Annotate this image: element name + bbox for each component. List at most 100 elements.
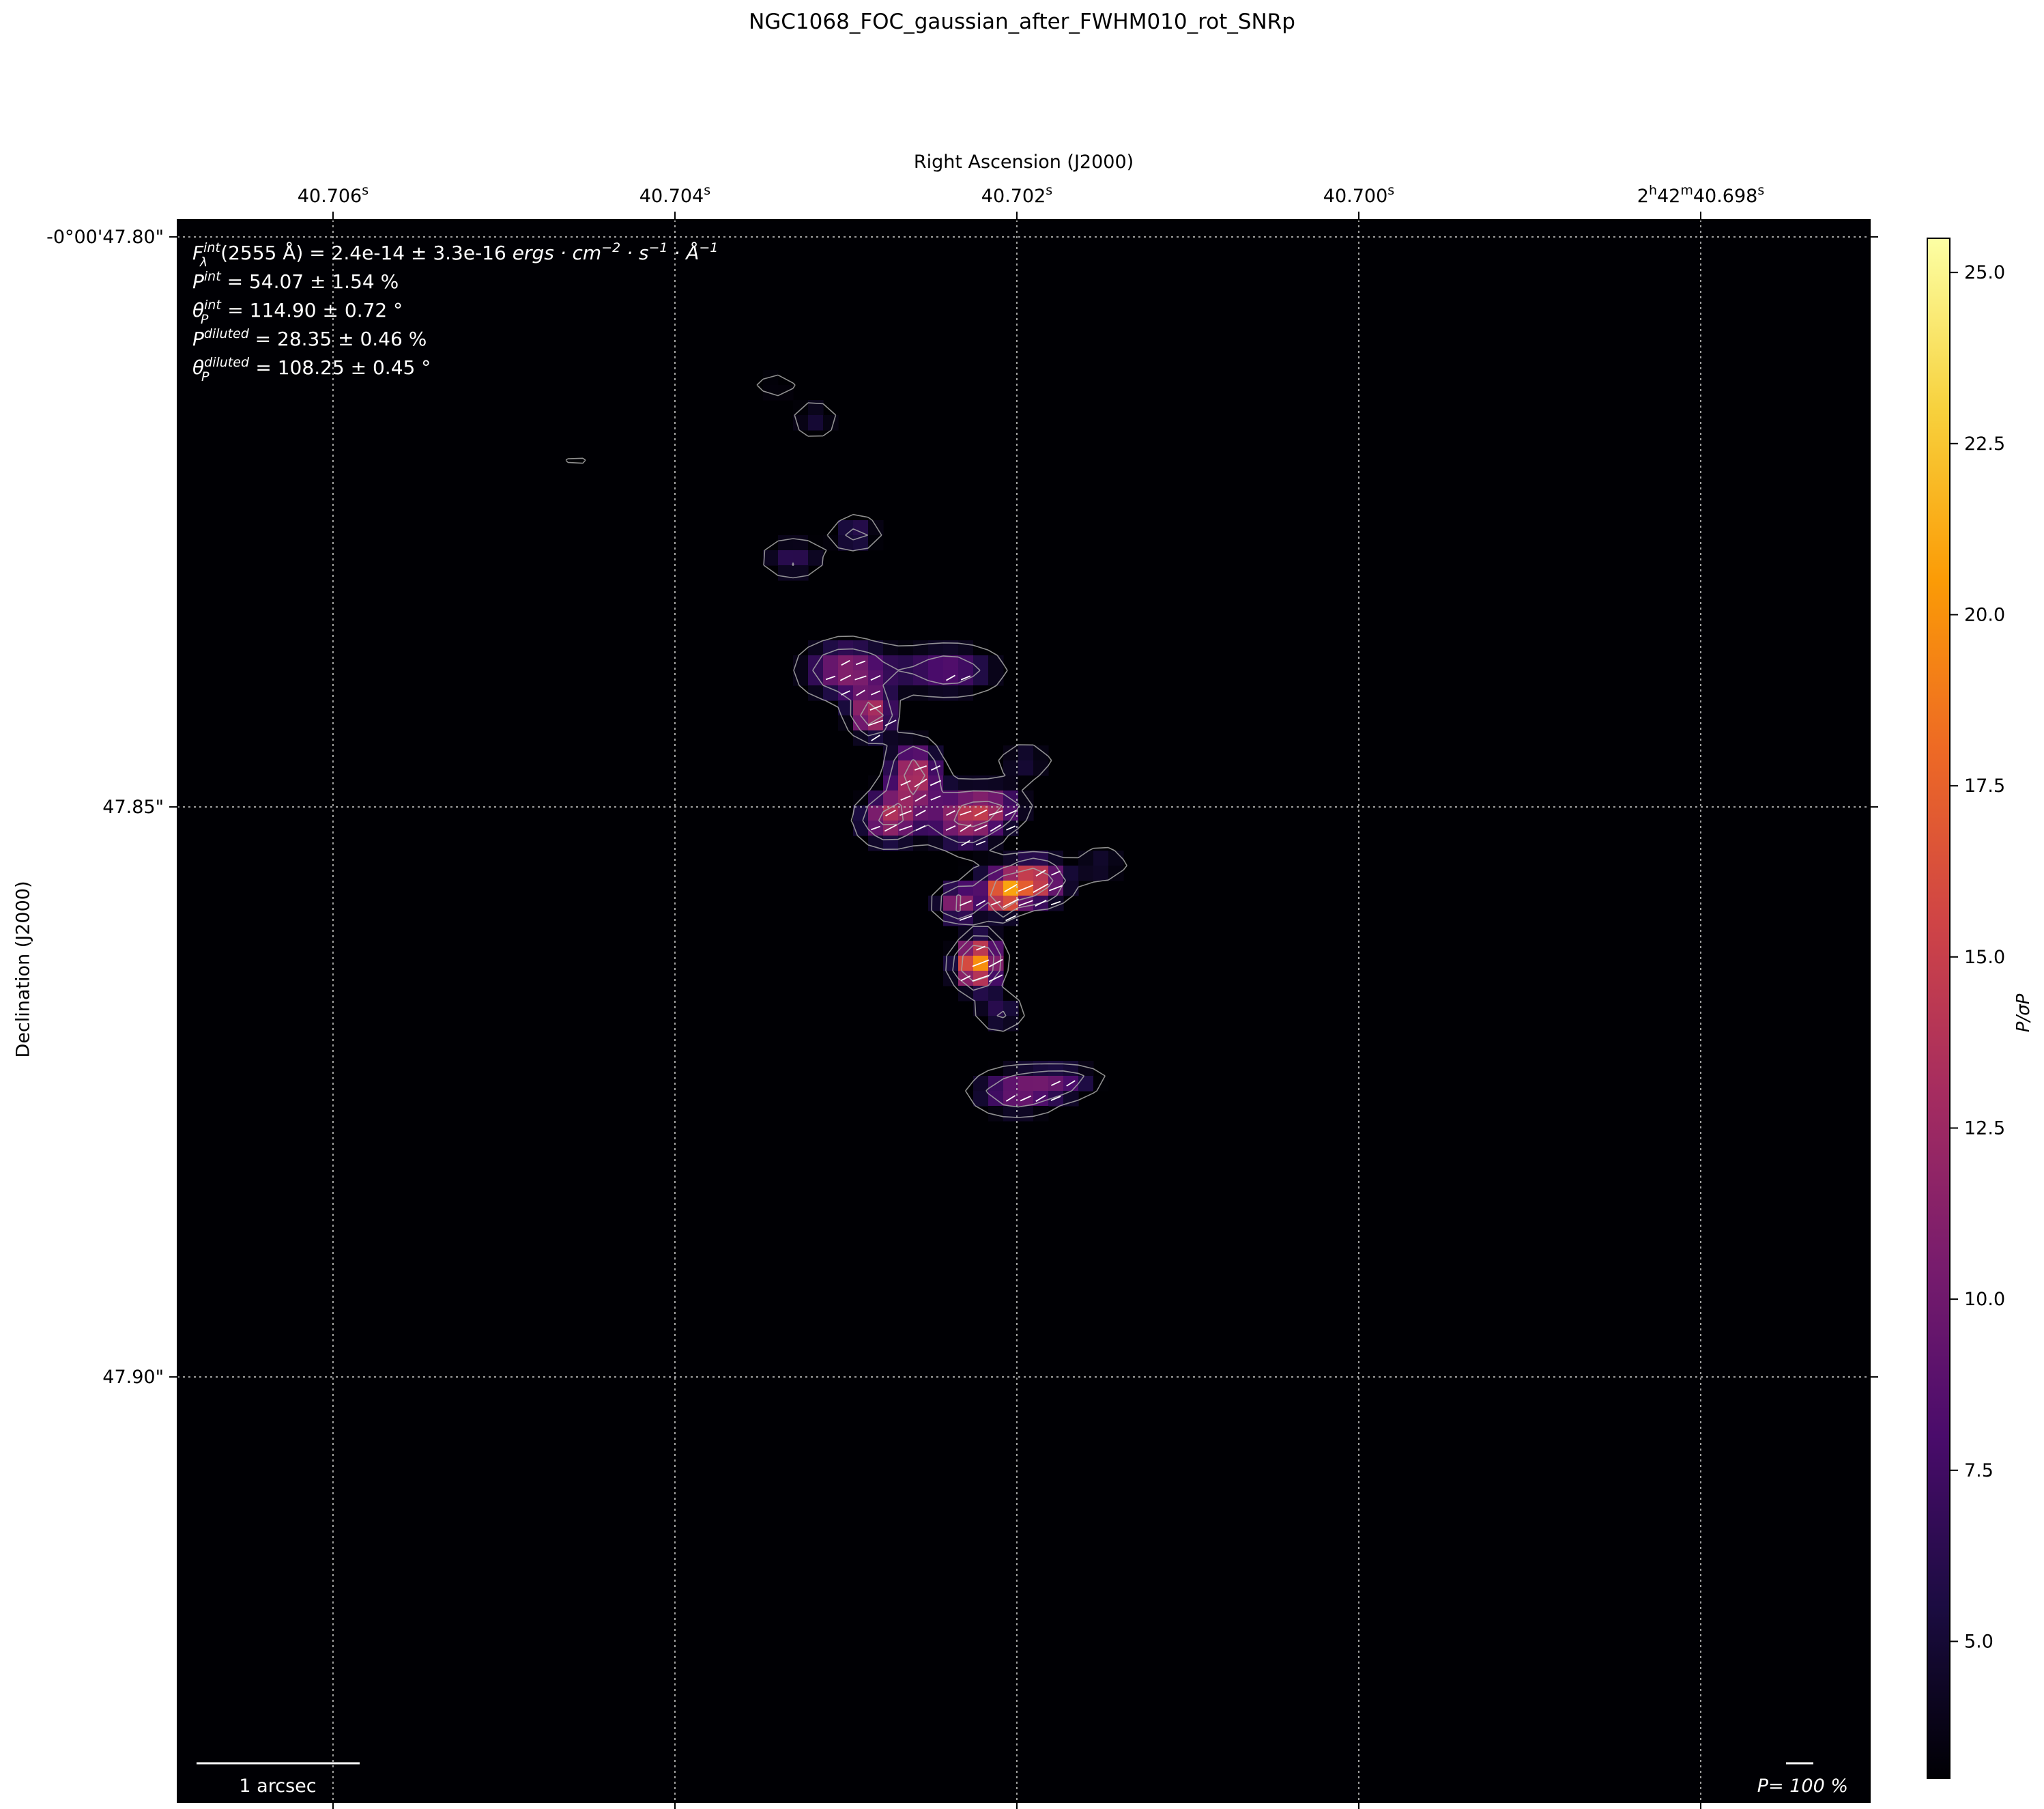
heatmap-cell (823, 640, 839, 656)
polarization-vector (1051, 870, 1061, 876)
annotation-line: Pint = 54.07 ± 1.54 % (192, 269, 399, 293)
heatmap-cell (1108, 851, 1124, 866)
heatmap-cell (853, 640, 869, 656)
heatmap-cell (763, 370, 779, 386)
contour-line (860, 701, 1054, 982)
colorbar-ticks: 5.0 7.5 10.0 12.5 15.0 17.5 20.0 22.5 25.0 (1950, 262, 2005, 1652)
heatmap-cell (883, 790, 899, 806)
heatmap-cell (793, 670, 809, 686)
heatmap-cell (793, 535, 809, 551)
heatmap-cell (988, 655, 1004, 671)
polarization-vector (867, 720, 884, 726)
polarization-vector (856, 689, 865, 696)
heatmap-cell (913, 640, 929, 656)
polarization-vector (915, 765, 927, 771)
heatmap-cell (928, 640, 944, 656)
heatmap-cell (988, 1016, 1004, 1031)
polarization-vector (914, 778, 927, 788)
intensity-contours (565, 374, 1127, 1118)
polarization-vector (1005, 915, 1016, 922)
heatmap-cell (1078, 1076, 1094, 1092)
polarization-vector (990, 824, 1002, 832)
polarization-vector (946, 810, 955, 816)
heatmap-cell (973, 1076, 989, 1092)
polarization-vector (975, 900, 986, 907)
heatmap-cell (883, 745, 899, 761)
scale-bar-label: 1 arcsec (239, 1776, 316, 1797)
heatmap-cell (1003, 866, 1019, 881)
polarization-vector (1004, 883, 1018, 893)
heatmap-cell (958, 685, 974, 701)
heatmap-cell (1018, 1106, 1034, 1122)
polarization-vector (1005, 1095, 1016, 1102)
polarization-vector (930, 795, 941, 801)
heatmap-cell (1093, 866, 1109, 881)
heatmap-cell (973, 926, 989, 941)
heatmap-cell (928, 821, 944, 836)
figure-title: NGC1068_FOC_gaussian_after_FWHM010_rot_S… (749, 10, 1295, 34)
heatmap-cell (943, 655, 959, 671)
heatmap-cell (973, 775, 989, 791)
polarization-vector (972, 974, 990, 982)
heatmap-cell (958, 941, 974, 956)
heatmap-cell (973, 790, 989, 806)
heatmap-cell (793, 565, 809, 581)
heatmap-cell (883, 730, 899, 746)
polarization-vector (871, 735, 880, 741)
heatmap-cell (1033, 1106, 1049, 1122)
heatmap-cell (913, 745, 929, 761)
heatmap-cell (883, 640, 899, 656)
heatmap-cell (988, 775, 1004, 791)
heatmap-cell (913, 836, 929, 851)
polarization-vector (900, 795, 911, 801)
y-tick-label: 47.85" (102, 797, 164, 818)
heatmap-cell (793, 415, 809, 431)
polarization-vector (976, 945, 985, 951)
heatmap-cell (943, 896, 959, 911)
heatmap-cell (898, 745, 914, 761)
polarization-vector (1035, 899, 1047, 907)
colorbar-tick-label: 12.5 (1964, 1117, 2005, 1139)
heatmap-cell (988, 941, 1004, 956)
heatmap-cell (988, 851, 1004, 866)
heatmap-cell (928, 806, 944, 821)
polarization-vector (960, 975, 971, 982)
heatmap-cell (1018, 851, 1034, 866)
heatmap-cell (838, 700, 854, 716)
polarization-vector (989, 810, 1003, 816)
heatmap-cell (808, 535, 824, 551)
heatmap-cell (838, 535, 854, 551)
polarization-vector (871, 825, 880, 831)
polarization-vector (885, 810, 896, 816)
polarization-vector (1035, 1094, 1046, 1102)
heatmap-cell (973, 1001, 989, 1016)
polarization-vector (1003, 898, 1019, 908)
colorbar-tick-label: 7.5 (1964, 1460, 1993, 1481)
polarization-vector (871, 690, 880, 696)
heatmap-cell (868, 520, 884, 536)
heatmap-cell (943, 836, 959, 851)
heatmap-cell (808, 415, 824, 431)
polarization-vector (839, 674, 852, 681)
heatmap-cell (868, 640, 884, 656)
heatmap-cell (808, 550, 824, 566)
polarization-vector (988, 974, 1003, 982)
heatmap-cell (928, 836, 944, 851)
heatmap-cell (988, 986, 1004, 1001)
vector-scale-label: P= 100 % (1757, 1776, 1848, 1797)
heatmap-cell (913, 730, 929, 746)
polarization-vector (1066, 1080, 1076, 1087)
heatmap-cell (1018, 866, 1034, 881)
vector-scale: P= 100 % (1757, 1762, 1848, 1797)
colorbar-tick-label: 25.0 (1964, 262, 2005, 283)
heatmap-cell (1093, 851, 1109, 866)
heatmap-cell (1018, 745, 1034, 761)
heatmap-cell (958, 956, 974, 971)
heatmap-cell (778, 535, 794, 551)
heatmap-cell (1033, 745, 1049, 761)
polarization-vector (975, 840, 986, 846)
polarization-vector (1050, 900, 1061, 906)
polarization-vector (870, 674, 881, 681)
heatmap-cell (928, 685, 944, 701)
heatmap-cell (1003, 1061, 1019, 1077)
